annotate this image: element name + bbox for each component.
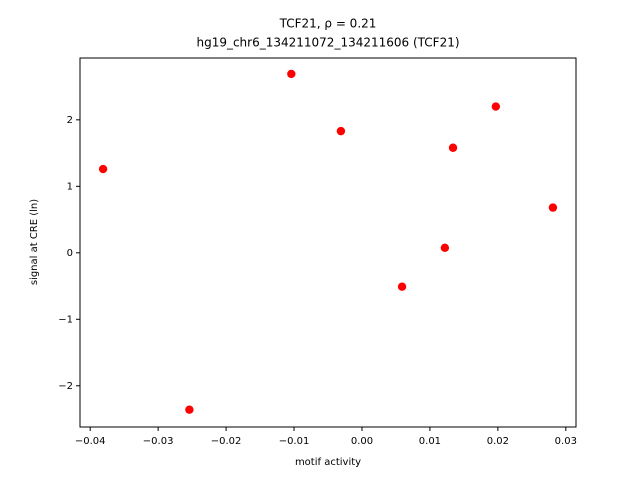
x-tick-label: 0.02 (487, 436, 509, 447)
x-axis-label: motif activity (295, 457, 361, 468)
y-tick-label: −1 (58, 314, 73, 325)
chart-title: TCF21, ρ = 0.21 (279, 17, 377, 31)
point (185, 405, 194, 414)
chart-subtitle: hg19_chr6_134211072_134211606 (TCF21) (196, 36, 459, 50)
y-tick-label: 2 (67, 115, 73, 126)
x-tick-label: 0.00 (351, 436, 373, 447)
x-tick-label: −0.04 (75, 436, 106, 447)
y-tick-label: 1 (67, 181, 73, 192)
y-tick-label: −2 (58, 381, 73, 392)
x-tick-label: 0.01 (419, 436, 441, 447)
y-axis-label: signal at CRE (ln) (29, 199, 40, 285)
point (548, 203, 558, 212)
x-tick-label: 0.03 (555, 436, 577, 447)
point (397, 282, 407, 291)
x-tick-label: −0.02 (211, 436, 242, 447)
x-tick-label: −0.01 (279, 436, 310, 447)
point (287, 69, 296, 79)
point (98, 164, 108, 174)
x-tick-label: −0.03 (143, 436, 174, 447)
plot-frame (79, 57, 577, 428)
point (491, 102, 501, 111)
y-tick-label: 0 (67, 248, 73, 259)
point (448, 143, 458, 152)
point (336, 126, 346, 136)
point (440, 243, 450, 253)
